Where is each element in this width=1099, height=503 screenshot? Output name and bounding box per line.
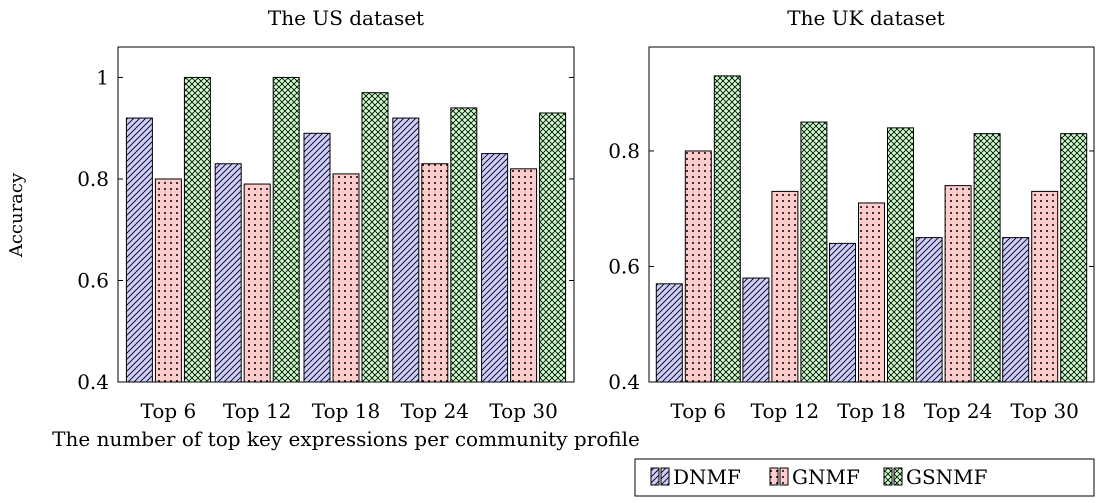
x-tick-label: Top 6: [670, 399, 726, 423]
x-tick-label: Top 12: [223, 399, 291, 423]
legend-swatch-dnmf: [650, 467, 660, 486]
us-chart-panel: The US dataset Accuracy 0.4 0.6 0.8 1 Top 6 T…: [6, 6, 575, 423]
x-tick-label: Top 6: [141, 399, 197, 423]
x-tick-label: Top 18: [837, 399, 905, 423]
x-tick-label: Top 30: [489, 399, 557, 423]
us-bar-dnmf-top-12: [214, 163, 242, 383]
uk-bar-gnmf-top-18: [858, 202, 885, 383]
uk-bar-dnmf-top-30: [1002, 237, 1030, 383]
x-tick-label: Top 30: [1010, 399, 1078, 423]
legend-label-gsnmf: GSNMF: [906, 465, 988, 489]
uk-bar-gsnmf-top-24: [973, 133, 1001, 383]
us-bar-gsnmf-top-30: [539, 112, 567, 383]
legend-label-dnmf: DNMF: [673, 465, 741, 489]
us-chart-title: The US dataset: [268, 6, 424, 30]
uk-bar-gsnmf-top-6: [713, 75, 741, 383]
uk-chart-panel: The UK dataset 0.4 0.6 0.8 Top 6 Top 12 Top 1…: [608, 6, 1095, 423]
us-bar-gsnmf-top-12: [272, 76, 300, 383]
uk-bar-gsnmf-top-30: [1060, 133, 1088, 383]
legend-box: [634, 458, 1095, 497]
uk-bar-gnmf-top-30: [1031, 190, 1059, 383]
uk-bar-dnmf-top-12: [742, 277, 770, 383]
y-tick-label: 0.8: [608, 139, 640, 163]
us-bar-gnmf-top-12: [243, 183, 271, 383]
uk-bar-dnmf-top-18: [829, 242, 856, 383]
x-axis-label: The number of top key expressions per co…: [52, 427, 640, 451]
y-tick-label: 0.6: [608, 254, 640, 278]
uk-chart-title: The UK dataset: [787, 6, 944, 30]
us-bar-gsnmf-top-18: [361, 92, 389, 383]
x-tick-label: Top 18: [312, 399, 380, 423]
us-bar-gnmf-top-6: [154, 178, 182, 383]
us-bar-gnmf-top-18: [332, 173, 360, 383]
y-tick-label: 1: [96, 65, 109, 89]
x-tick-label: Top 24: [924, 399, 992, 423]
y-tick-label: 0.6: [77, 268, 109, 292]
us-bar-gnmf-top-24: [421, 163, 449, 383]
us-bar-dnmf-top-6: [125, 117, 153, 383]
us-chart-marks: 0.4 0.6 0.8 1 Top 6 Top 12 Top 18 Top 24 Top 30: [77, 46, 575, 423]
uk-bar-dnmf-top-24: [915, 237, 943, 383]
us-bar-gnmf-top-30: [510, 168, 538, 383]
legend-swatch-gnmf: [779, 467, 789, 486]
uk-chart-marks: 0.4 0.6 0.8 Top 6 Top 12 Top 18 Top 24 Top 30: [608, 46, 1095, 423]
uk-bar-gsnmf-top-12: [800, 121, 828, 383]
uk-bar-gnmf-top-12: [771, 190, 799, 383]
us-bar-gsnmf-top-24: [450, 107, 478, 383]
legend-swatch-gsnmf: [883, 467, 893, 486]
uk-bar-gnmf-top-6: [684, 150, 712, 383]
y-axis-label: Accuracy: [6, 172, 27, 258]
us-bar-gsnmf-top-6: [183, 76, 211, 383]
legend-swatch-dnmf: [660, 467, 670, 486]
y-tick-label: 0.4: [77, 370, 109, 394]
chart-legend: DNMF GNMF GSNMF: [634, 458, 1095, 497]
legend-label-gnmf: GNMF: [792, 465, 860, 489]
legend-swatch-gnmf: [769, 467, 779, 486]
x-tick-label: Top 24: [401, 399, 469, 423]
legend-swatch-gsnmf: [893, 467, 903, 486]
uk-bar-gnmf-top-24: [944, 185, 972, 383]
y-tick-label: 0.4: [608, 370, 640, 394]
us-bar-dnmf-top-30: [481, 153, 509, 383]
us-bar-dnmf-top-18: [303, 132, 331, 383]
uk-bar-dnmf-top-6: [655, 283, 683, 383]
us-bar-dnmf-top-24: [392, 117, 420, 383]
y-tick-label: 0.8: [77, 167, 109, 191]
uk-bar-gsnmf-top-18: [887, 127, 914, 383]
x-tick-label: Top 12: [751, 399, 819, 423]
